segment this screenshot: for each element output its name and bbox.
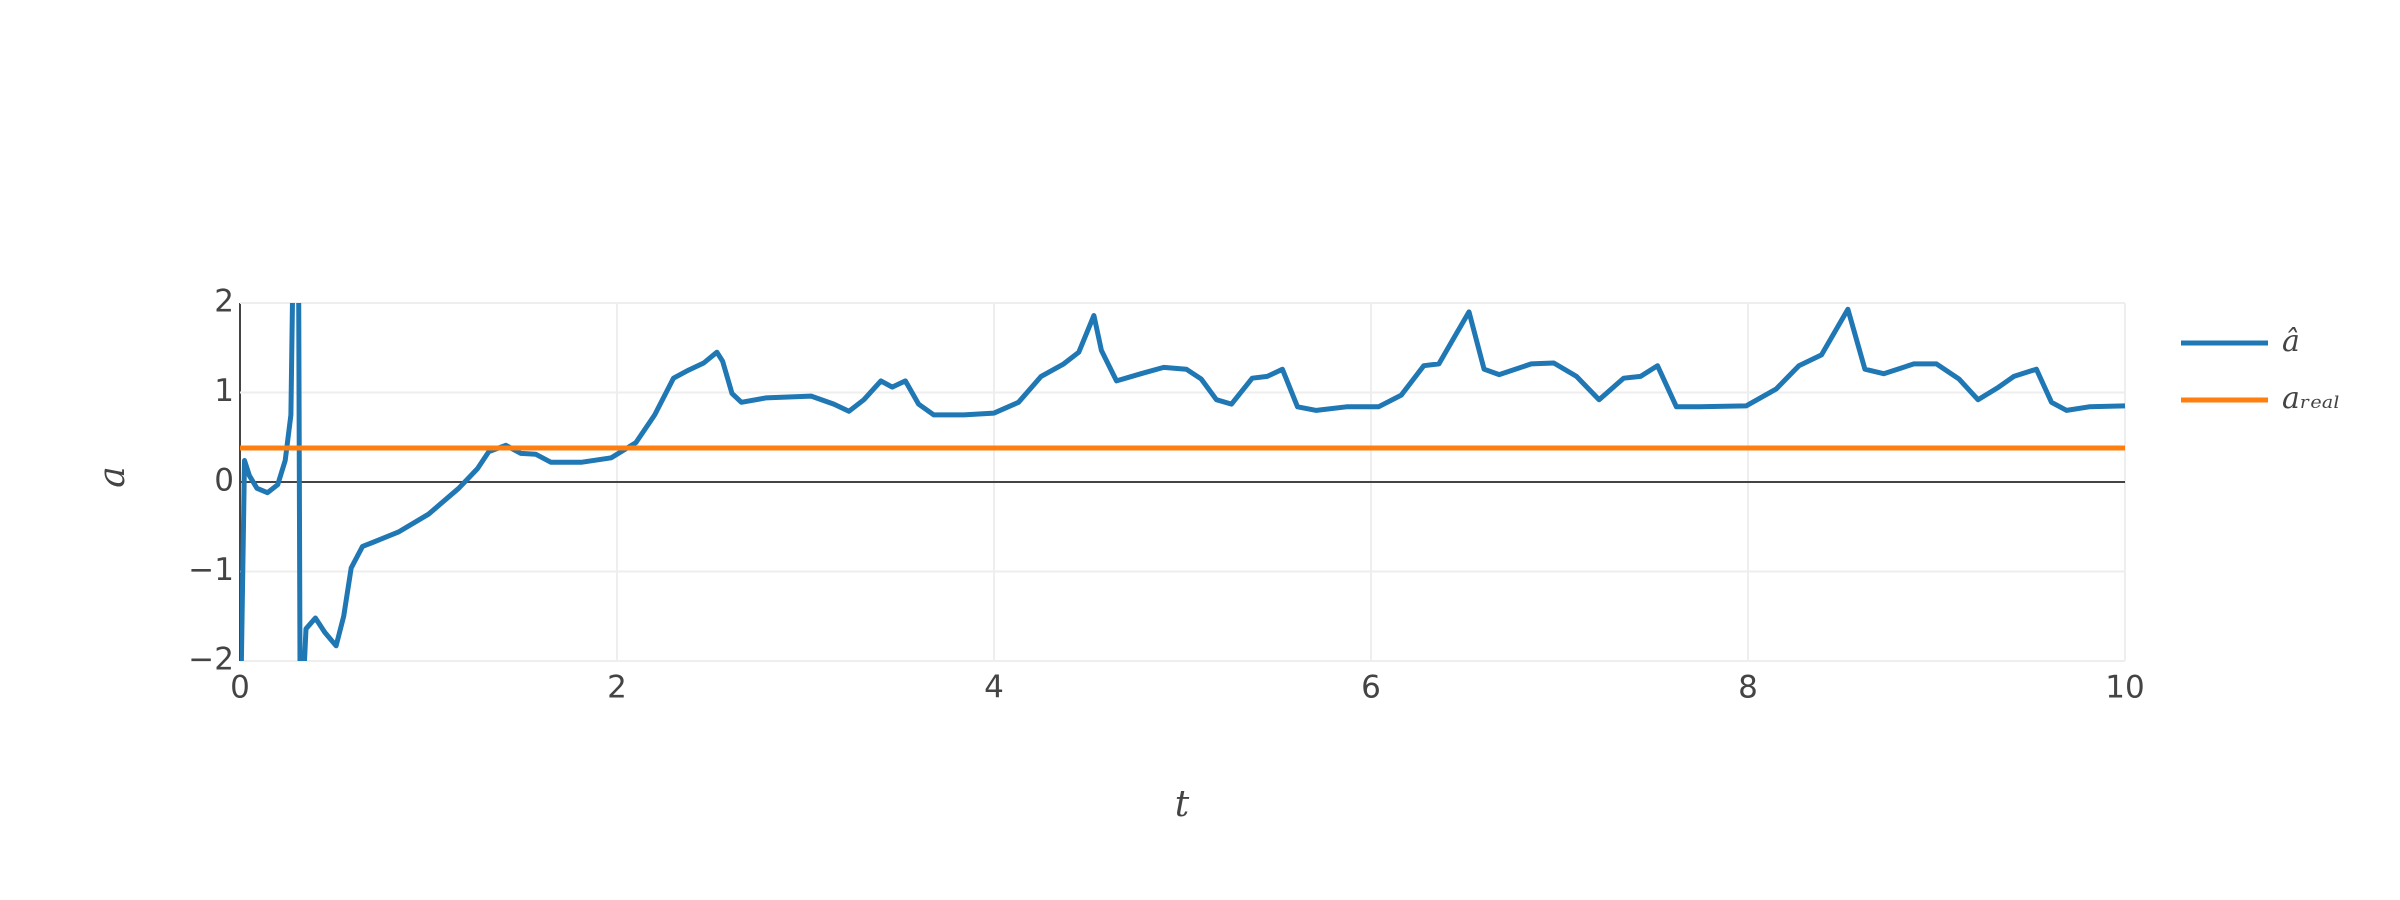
x-tick-label: 8 bbox=[1738, 670, 1758, 706]
x-axis-title: t bbox=[1175, 784, 1190, 825]
line-series bbox=[240, 303, 2125, 661]
y-tick-label: 2 bbox=[214, 284, 234, 320]
x-tick-label: 6 bbox=[1361, 670, 1381, 706]
y-tick-label: −2 bbox=[188, 642, 234, 678]
legend-label: aᵣₑₐₗ bbox=[2282, 381, 2340, 416]
x-tick-label: 4 bbox=[984, 670, 1004, 706]
x-tick-label: 2 bbox=[607, 670, 627, 706]
y-tick-label: 0 bbox=[214, 463, 234, 499]
legend-label: â bbox=[2282, 324, 2300, 359]
plot-area bbox=[240, 303, 2125, 661]
y-tick-label: −1 bbox=[188, 552, 234, 588]
y-axis-title: a bbox=[92, 466, 133, 487]
labels: 0 2 4 6 8 10 −2 −1 0 1 2 â aᵣₑₐₗ bbox=[188, 284, 2340, 706]
x-tick-label: 0 bbox=[230, 670, 250, 706]
grid bbox=[239, 302, 2126, 662]
y-tick-label: 1 bbox=[214, 373, 234, 409]
x-tick-label: 10 bbox=[2105, 670, 2144, 706]
